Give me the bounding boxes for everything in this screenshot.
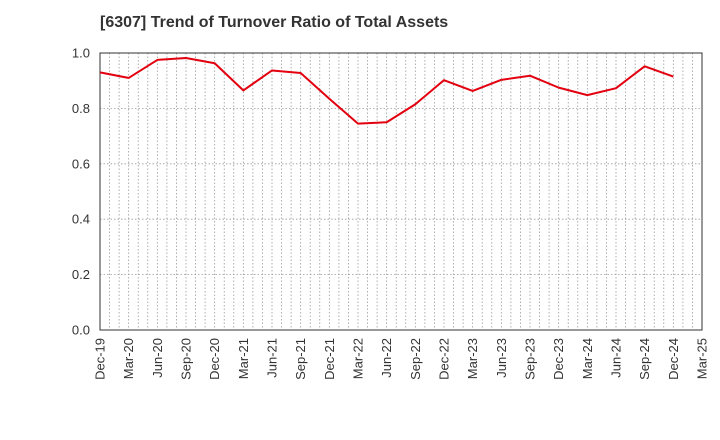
x-tick-label: Dec-22	[437, 338, 452, 380]
x-tick-label: Sep-21	[293, 338, 308, 380]
y-tick-label: 0.0	[72, 323, 90, 338]
x-tick-label: Jun-24	[609, 338, 624, 378]
x-tick-label: Dec-23	[551, 338, 566, 380]
x-tick-label: Mar-23	[465, 338, 480, 379]
x-tick-label: Mar-20	[121, 338, 136, 379]
x-tick-label: Dec-19	[93, 338, 108, 380]
x-tick-label: Dec-21	[322, 338, 337, 380]
x-tick-label: Sep-22	[408, 338, 423, 380]
plot-frame	[99, 52, 703, 331]
chart-title: [6307] Trend of Turnover Ratio of Total …	[100, 14, 449, 31]
x-tick-label: Sep-20	[179, 338, 194, 380]
x-tick-label: Jun-22	[379, 338, 394, 378]
x-tick-label: Sep-23	[523, 338, 538, 380]
x-tick-label: Mar-24	[580, 338, 595, 379]
y-tick-label: 0.6	[72, 156, 90, 171]
y-tick-label: 1.0	[72, 46, 90, 61]
x-tick-label: Dec-24	[666, 338, 681, 380]
x-tick-label: Dec-20	[207, 338, 222, 380]
x-tick-label: Mar-21	[236, 338, 251, 379]
y-tick-label: 0.4	[72, 212, 90, 227]
y-tick-label: 0.8	[72, 101, 90, 116]
x-tick-label: Jun-23	[494, 338, 509, 378]
x-tick-label: Mar-22	[351, 338, 366, 379]
x-tick-label: Sep-24	[637, 338, 652, 380]
x-tick-label: Jun-21	[265, 338, 280, 378]
x-tick-label: Jun-20	[150, 338, 165, 378]
y-tick-label: 0.2	[72, 267, 90, 282]
x-tick-label: Mar-25	[695, 338, 710, 379]
series-line	[99, 56, 674, 125]
